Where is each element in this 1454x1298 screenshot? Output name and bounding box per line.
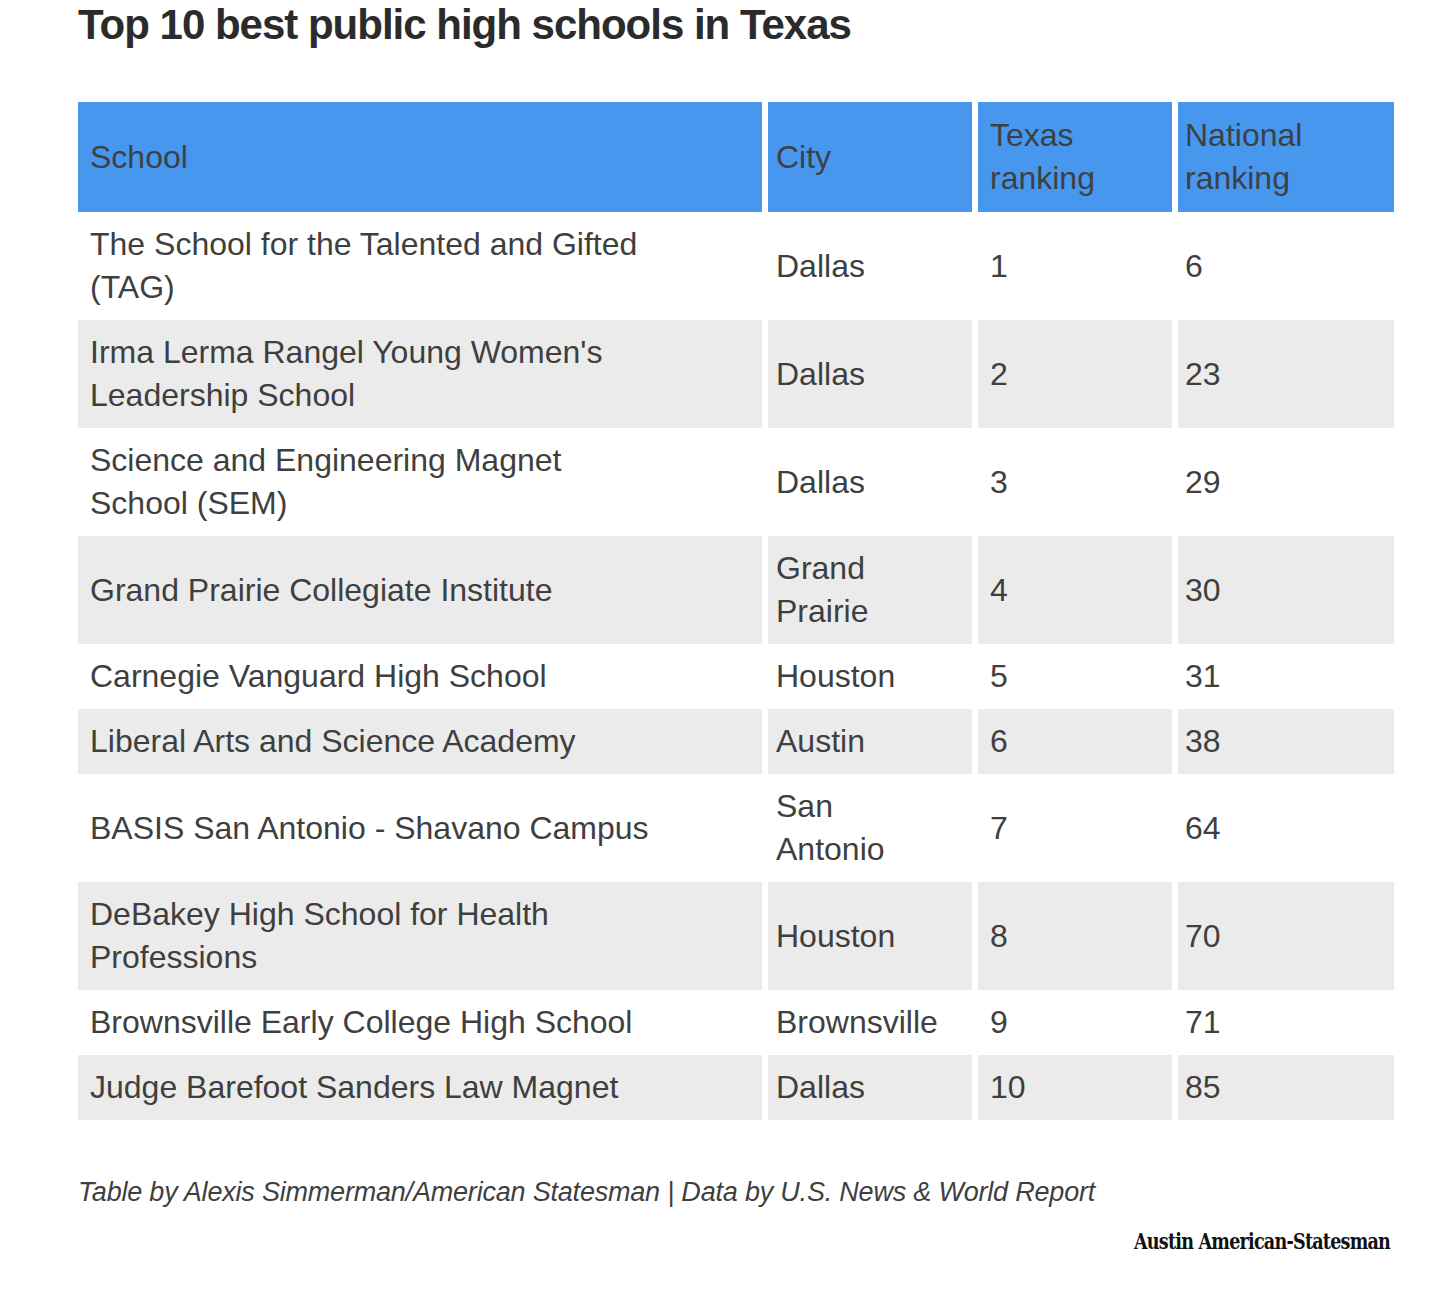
publisher-logo: Austin American-Statesman: [78, 1228, 1394, 1254]
cell-national-ranking: 85: [1178, 1055, 1394, 1120]
cell-national-ranking: 31: [1178, 644, 1394, 709]
cell-national-ranking: 30: [1178, 536, 1394, 644]
cell-city: Brownsville: [768, 990, 978, 1055]
column-header-school: School: [78, 102, 768, 212]
cell-school: BASIS San Antonio - Shavano Campus: [78, 774, 768, 882]
cell-school: DeBakey High School for Health Professio…: [78, 882, 768, 990]
table-row: Brownsville Early College High SchoolBro…: [78, 990, 1394, 1055]
table-credit: Table by Alexis Simmerman/American State…: [78, 1177, 1394, 1208]
cell-texas-ranking: 10: [978, 1055, 1178, 1120]
cell-city: Dallas: [768, 320, 978, 428]
cell-texas-ranking: 9: [978, 990, 1178, 1055]
column-header-texas-ranking: Texas ranking: [978, 102, 1178, 212]
cell-school: Carnegie Vanguard High School: [78, 644, 768, 709]
cell-texas-ranking: 3: [978, 428, 1178, 536]
table-body: The School for the Talented and Gifted (…: [78, 212, 1394, 1120]
cell-texas-ranking: 8: [978, 882, 1178, 990]
cell-school: Judge Barefoot Sanders Law Magnet: [78, 1055, 768, 1120]
cell-city: Dallas: [768, 428, 978, 536]
table-row: Irma Lerma Rangel Young Women's Leadersh…: [78, 320, 1394, 428]
cell-national-ranking: 70: [1178, 882, 1394, 990]
table-row: Carnegie Vanguard High SchoolHouston531: [78, 644, 1394, 709]
cell-city: Grand Prairie: [768, 536, 978, 644]
table-row: Science and Engineering Magnet School (S…: [78, 428, 1394, 536]
page: Top 10 best public high schools in Texas…: [0, 0, 1454, 1254]
table-row: BASIS San Antonio - Shavano CampusSan An…: [78, 774, 1394, 882]
cell-texas-ranking: 5: [978, 644, 1178, 709]
table-row: Judge Barefoot Sanders Law MagnetDallas1…: [78, 1055, 1394, 1120]
cell-city: San Antonio: [768, 774, 978, 882]
cell-texas-ranking: 4: [978, 536, 1178, 644]
cell-texas-ranking: 7: [978, 774, 1178, 882]
cell-national-ranking: 6: [1178, 212, 1394, 320]
cell-city: Dallas: [768, 212, 978, 320]
cell-school: Science and Engineering Magnet School (S…: [78, 428, 768, 536]
cell-texas-ranking: 1: [978, 212, 1178, 320]
table-row: Grand Prairie Collegiate InstituteGrand …: [78, 536, 1394, 644]
table-row: Liberal Arts and Science AcademyAustin63…: [78, 709, 1394, 774]
column-header-national-ranking: National ranking: [1178, 102, 1394, 212]
page-title: Top 10 best public high schools in Texas: [78, 2, 1394, 48]
table-header: School City Texas ranking National ranki…: [78, 102, 1394, 212]
cell-national-ranking: 71: [1178, 990, 1394, 1055]
cell-school: Liberal Arts and Science Academy: [78, 709, 768, 774]
table-row: The School for the Talented and Gifted (…: [78, 212, 1394, 320]
cell-city: Austin: [768, 709, 978, 774]
rankings-table: School City Texas ranking National ranki…: [78, 102, 1394, 1120]
cell-city: Houston: [768, 644, 978, 709]
cell-city: Dallas: [768, 1055, 978, 1120]
header-row: School City Texas ranking National ranki…: [78, 102, 1394, 212]
cell-school: The School for the Talented and Gifted (…: [78, 212, 768, 320]
column-header-city: City: [768, 102, 978, 212]
cell-national-ranking: 38: [1178, 709, 1394, 774]
cell-national-ranking: 29: [1178, 428, 1394, 536]
publisher-logo-text: Austin American-Statesman: [1134, 1228, 1390, 1254]
cell-school: Brownsville Early College High School: [78, 990, 768, 1055]
cell-texas-ranking: 6: [978, 709, 1178, 774]
cell-school: Grand Prairie Collegiate Institute: [78, 536, 768, 644]
cell-national-ranking: 64: [1178, 774, 1394, 882]
cell-school: Irma Lerma Rangel Young Women's Leadersh…: [78, 320, 768, 428]
cell-city: Houston: [768, 882, 978, 990]
table-row: DeBakey High School for Health Professio…: [78, 882, 1394, 990]
cell-national-ranking: 23: [1178, 320, 1394, 428]
cell-texas-ranking: 2: [978, 320, 1178, 428]
